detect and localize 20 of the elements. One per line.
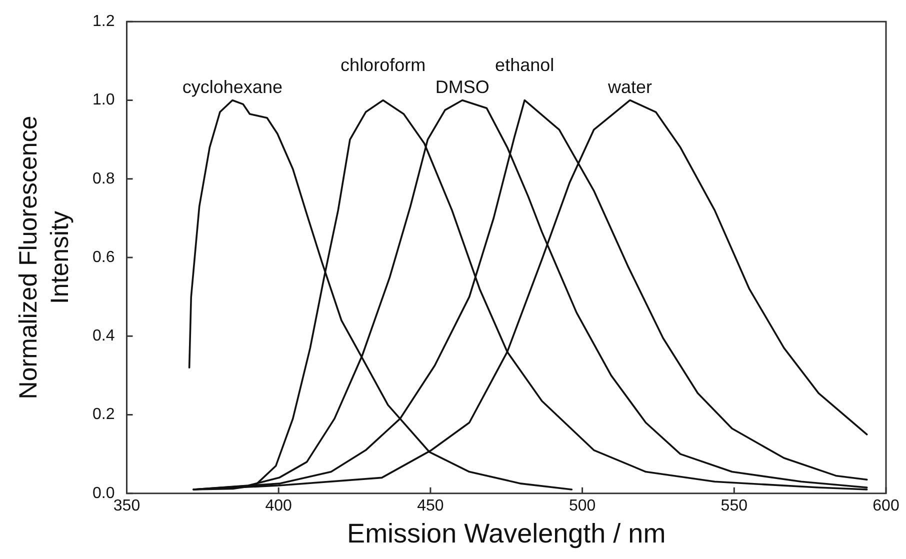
x-axis-title: Emission Wavelength / nm — [347, 518, 666, 548]
y-tick-label: 0.8 — [92, 170, 115, 188]
y-tick-label: 0.6 — [92, 248, 115, 266]
x-tick-label: 550 — [720, 497, 748, 514]
x-tick-label: 350 — [113, 497, 140, 514]
y-tick-label: 1.0 — [92, 92, 115, 109]
series-label: chloroform — [340, 55, 426, 76]
y-tick-label: 0.2 — [92, 406, 115, 424]
y-tick-label: 0.0 — [92, 484, 115, 502]
series-label: cyclohexane — [182, 77, 282, 98]
x-tick-label: 500 — [568, 497, 596, 514]
y-tick-label: 0.4 — [92, 328, 115, 345]
series-label: ethanol — [495, 55, 554, 76]
y-axis-title: Normalized Fluorescence Intensity — [14, 116, 74, 400]
x-tick-label: 400 — [265, 497, 292, 514]
x-tick-label: 450 — [417, 497, 444, 514]
y-tick-label: 1.2 — [92, 13, 115, 30]
series-label: water — [606, 77, 652, 98]
series-label: DMSO — [435, 77, 490, 98]
x-tick-label: 600 — [872, 497, 900, 514]
